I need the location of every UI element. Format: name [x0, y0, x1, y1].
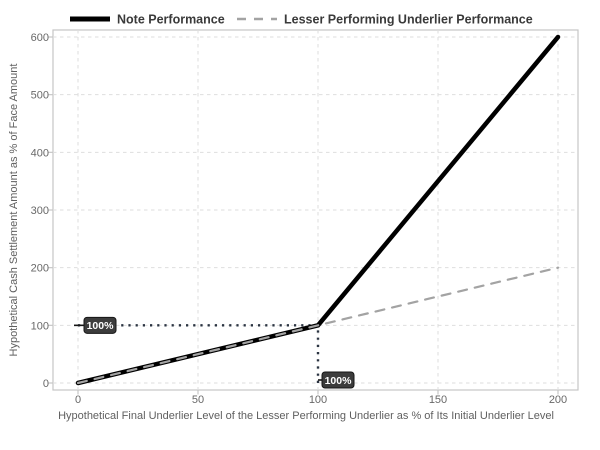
y-tick-label: 500 — [31, 90, 49, 102]
y-tick-label: 300 — [31, 205, 49, 217]
x-tick-label: 150 — [429, 394, 447, 406]
annotation-badge-label: 100% — [87, 320, 115, 332]
legend-underlier-label: Lesser Performing Underlier Performance — [284, 13, 533, 27]
y-tick-label: 600 — [31, 32, 49, 44]
x-tick-label: 50 — [192, 394, 204, 406]
underlier-performance-line — [76, 266, 560, 385]
legend-note-label: Note Performance — [117, 13, 225, 27]
annotation-badge — [83, 316, 117, 334]
x-axis-title: Hypothetical Final Underlier Level of th… — [58, 410, 554, 422]
x-tick-label: 200 — [549, 394, 567, 406]
x-tick-label: 0 — [75, 394, 81, 406]
y-tick-label: 0 — [43, 378, 49, 390]
y-tick-label: 100 — [31, 320, 49, 332]
annotation-badge — [321, 371, 355, 389]
annotation-badge-label: 100% — [325, 375, 353, 387]
y-tick-label: 200 — [31, 263, 49, 275]
x-tick-label: 100 — [309, 394, 327, 406]
y-axis-title: Hypothetical Cash Settlement Amount as %… — [8, 64, 20, 357]
y-tick-label: 400 — [31, 147, 49, 159]
